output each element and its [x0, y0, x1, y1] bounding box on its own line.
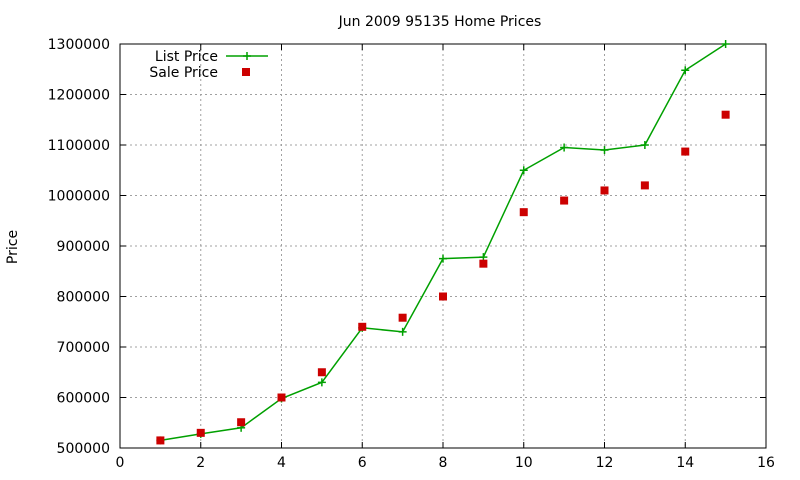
sale-price-point [156, 436, 165, 445]
list-price-point [439, 254, 447, 263]
x-tick-label: 6 [358, 455, 367, 471]
list-price-point [398, 327, 407, 336]
y-axis-label: Price [5, 230, 21, 264]
x-tick-label: 0 [116, 455, 125, 471]
x-tick-label: 16 [757, 455, 775, 471]
sale-price-point [398, 313, 407, 322]
legend-marker-sale-price [242, 68, 250, 76]
series [156, 40, 730, 445]
y-tick-label: 700000 [57, 340, 110, 356]
x-tick-label: 14 [676, 455, 694, 471]
sale-price-point [358, 322, 367, 331]
list-price-point [317, 378, 326, 387]
sale-price-point [479, 259, 488, 268]
sale-price-point [721, 110, 730, 119]
sale-price-point [681, 147, 690, 156]
y-tick-label: 1000000 [48, 189, 110, 205]
y-tick-label: 1200000 [48, 88, 110, 104]
list-price-point [600, 146, 609, 155]
y-tick-label: 1300000 [48, 37, 110, 53]
list-price-point [560, 143, 569, 152]
x-tick-label: 12 [596, 455, 614, 471]
sale-price-point [196, 428, 205, 437]
x-tick-label: 8 [439, 455, 448, 471]
sale-price-point [439, 292, 447, 301]
y-tick-label: 600000 [57, 391, 110, 407]
list-price-point [640, 141, 649, 149]
axes: 0 2 4 6 8 10 12 14 16 500000 600000 700000 800000 900… [48, 37, 775, 471]
y-tick-label: 900000 [57, 239, 110, 255]
y-tick-label: 500000 [57, 441, 110, 457]
legend-label-sale-price: Sale Price [149, 65, 218, 81]
sale-price-point [519, 208, 528, 217]
x-tick-label: 10 [515, 455, 533, 471]
sale-price-point [277, 393, 286, 402]
sale-price-point [317, 368, 326, 377]
legend-marker-list-price [243, 52, 251, 60]
sale-price-point [237, 418, 246, 427]
list-price-point [721, 40, 730, 48]
chart-title: Jun 2009 95135 Home Prices [338, 14, 542, 30]
legend-label-list-price: List Price [155, 49, 218, 65]
legend: List Price Sale Price [149, 49, 268, 81]
y-tick-label: 1100000 [48, 138, 110, 154]
sale-price-point [640, 181, 649, 190]
x-tick-label: 4 [277, 455, 286, 471]
list-price-point [681, 66, 690, 75]
sale-price-point [600, 186, 609, 195]
y-tick-label: 800000 [57, 290, 110, 306]
x-tick-label: 2 [196, 455, 205, 471]
list-price-point [519, 166, 528, 175]
sale-price-point [560, 196, 569, 205]
grid [120, 44, 766, 448]
